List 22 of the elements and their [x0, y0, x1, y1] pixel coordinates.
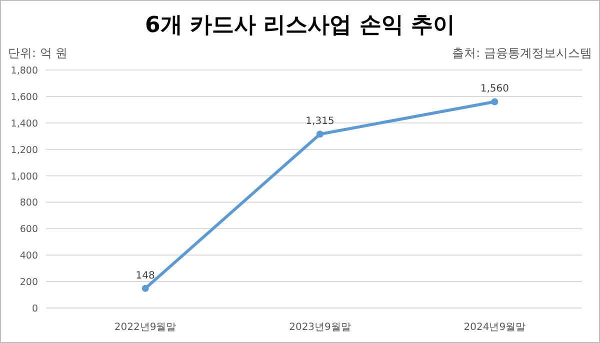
point	[491, 98, 498, 106]
y-tick-label: 1,600	[10, 92, 38, 103]
x-tick-label: 2023년9월말	[289, 322, 351, 333]
y-tick-label: 600	[20, 224, 38, 236]
chart-title: 6개 카드사 리스사업 손익 추이	[145, 13, 455, 38]
point	[316, 130, 324, 138]
y-tick-label: 1,200	[10, 144, 38, 156]
point	[142, 284, 149, 292]
y-tick-label: 0	[32, 304, 38, 314]
y-tick-label: 400	[20, 250, 38, 262]
y-tick-label: 1,800	[10, 66, 38, 76]
data-label: 1,315	[306, 116, 334, 128]
text: 단위: 억 원	[8, 46, 68, 60]
data-label: 1,560	[480, 84, 509, 95]
x-tick-label: 2024년9월말	[464, 322, 526, 333]
y-tick-label: 1,400	[10, 118, 38, 130]
source-note: 출처: 금융통계정보시스템	[452, 46, 592, 60]
y-tick-label: 800	[20, 198, 38, 209]
x-tick-label: 2022년9월말	[114, 322, 176, 333]
data-label: 148	[136, 270, 155, 282]
y-tick-label: 200	[20, 277, 38, 288]
y-tick-label: 1,000	[10, 171, 38, 182]
